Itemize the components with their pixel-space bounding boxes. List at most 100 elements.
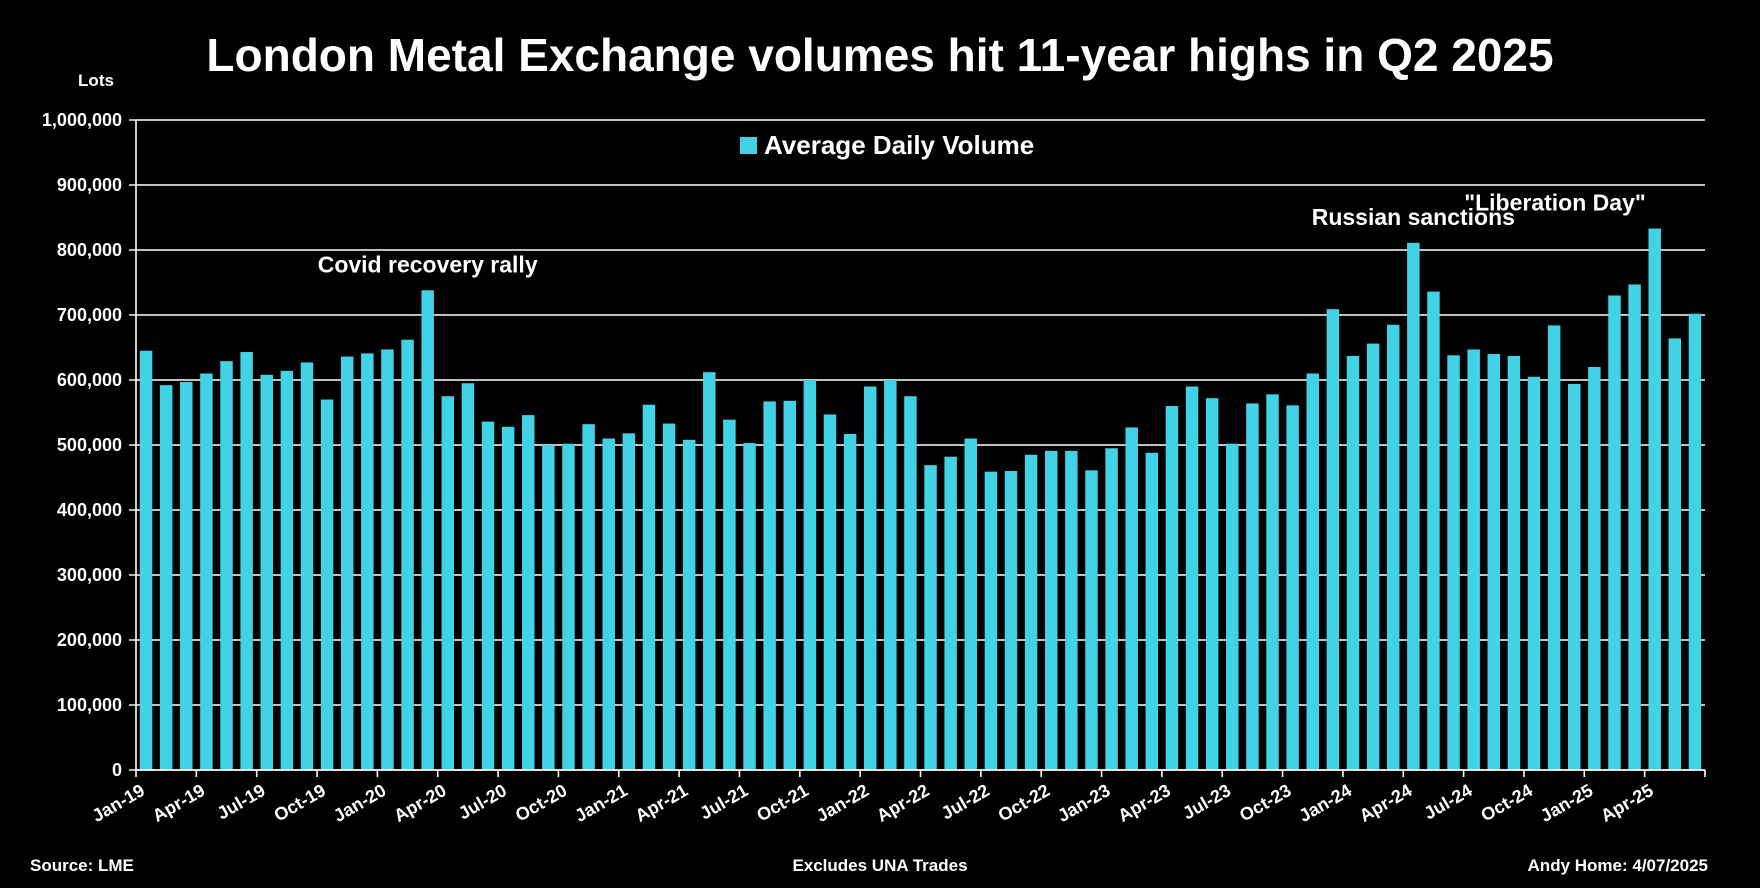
bar [1467, 349, 1480, 770]
bar [1205, 398, 1219, 770]
legend-swatch [740, 137, 757, 154]
bar [1145, 452, 1159, 770]
x-tick-label: Jan-20 [330, 780, 389, 826]
x-tick-label: Apr-21 [632, 780, 691, 826]
chart-title: London Metal Exchange volumes hit 11-yea… [206, 29, 1554, 81]
x-tick-label: Apr-19 [149, 780, 208, 826]
x-tick-label: Oct-20 [512, 780, 571, 825]
bar [1065, 450, 1078, 770]
y-tick-label: 500,000 [57, 435, 122, 455]
x-tick-label: Oct-22 [995, 780, 1054, 825]
bar [280, 370, 294, 770]
bar [662, 423, 676, 770]
bar [1668, 338, 1682, 770]
x-tick-label: Jan-22 [813, 780, 872, 826]
bar [602, 438, 615, 770]
bar [1366, 343, 1380, 770]
x-tick-label: Jan-23 [1054, 780, 1113, 826]
y-tick-label: 300,000 [57, 565, 122, 585]
bar [542, 445, 555, 770]
y-tick-label: 400,000 [57, 500, 122, 520]
bar [320, 399, 334, 770]
bar [562, 443, 575, 770]
y-tick-label: 0 [112, 760, 122, 780]
y-tick-label: 1,000,000 [42, 110, 122, 130]
x-tick-label: Jan-24 [1296, 780, 1355, 826]
bar [381, 349, 394, 770]
x-tick-label: Oct-21 [753, 780, 812, 825]
exclusion-note: Excludes UNA Trades [792, 856, 968, 875]
bar [200, 373, 213, 770]
bar [522, 415, 535, 770]
bar [863, 386, 877, 770]
bar [501, 426, 515, 770]
bar [1648, 228, 1661, 771]
bar [1085, 470, 1098, 770]
bar [340, 356, 354, 770]
bar [743, 443, 756, 770]
bar [1487, 354, 1501, 770]
annotation-label: Covid recovery rally [318, 251, 538, 277]
bar [180, 381, 193, 770]
x-tick-label: Apr-20 [390, 780, 449, 826]
x-tick-label: Jan-19 [89, 780, 148, 826]
x-tick-label: Jul-22 [938, 780, 993, 823]
bar [803, 380, 817, 770]
bar [1246, 403, 1259, 770]
bar [823, 414, 837, 770]
bar [1105, 448, 1118, 770]
bar [1226, 443, 1239, 770]
x-tick-label: Oct-23 [1236, 780, 1295, 825]
bar [703, 372, 716, 770]
y-axis-label: Lots [78, 71, 114, 90]
bar [582, 424, 595, 770]
bar [1125, 427, 1138, 770]
bar [763, 401, 776, 770]
author-credit: Andy Home: 4/07/2025 [1527, 856, 1708, 875]
x-tick-label: Jul-21 [696, 780, 751, 823]
x-tick-label: Jan-21 [571, 780, 630, 826]
x-tick-label: Apr-24 [1356, 780, 1415, 826]
annotation-label: "Liberation Day" [1464, 190, 1646, 216]
bar [1608, 295, 1621, 770]
bar [1004, 471, 1018, 770]
bar [622, 433, 636, 770]
y-tick-label: 700,000 [57, 305, 122, 325]
bar [964, 438, 978, 770]
y-tick-label: 100,000 [57, 695, 122, 715]
bar [139, 350, 153, 770]
x-tick-label: Jul-23 [1179, 780, 1234, 823]
bar [240, 352, 253, 770]
bar [944, 456, 957, 770]
x-tick-label: Apr-23 [1115, 780, 1174, 826]
x-tick-label: Oct-19 [271, 780, 330, 825]
bar [843, 433, 857, 770]
bar [1266, 394, 1279, 770]
bar [1588, 367, 1601, 770]
bar [220, 361, 233, 770]
bar [884, 380, 897, 770]
x-tick-label: Jul-24 [1421, 780, 1476, 823]
bar [924, 465, 937, 770]
bar [1185, 386, 1199, 770]
bar [1326, 309, 1340, 770]
bar [421, 290, 434, 770]
bar [642, 404, 656, 770]
bar [1165, 406, 1179, 770]
bar [1547, 325, 1561, 770]
bar [1507, 355, 1521, 770]
bar [481, 421, 495, 770]
legend-label: Average Daily Volume [764, 130, 1034, 160]
bar [441, 396, 455, 770]
x-tick-label: Apr-22 [873, 780, 932, 826]
bar [984, 471, 998, 770]
bar [159, 385, 173, 770]
bar [1427, 291, 1440, 770]
y-tick-label: 800,000 [57, 240, 122, 260]
bar [783, 400, 796, 770]
bar [1286, 405, 1299, 770]
x-tick-label: Apr-25 [1597, 780, 1656, 826]
bar [260, 374, 273, 770]
bar [1386, 324, 1400, 770]
